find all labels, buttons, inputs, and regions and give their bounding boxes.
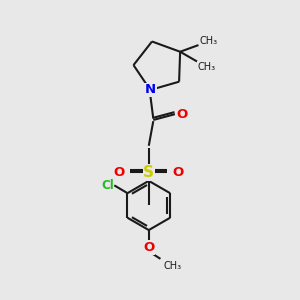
Text: O: O (172, 166, 184, 179)
Text: CH₃: CH₃ (199, 37, 218, 46)
Text: O: O (114, 166, 125, 179)
Text: S: S (143, 165, 154, 180)
Text: N: N (145, 83, 156, 97)
Text: O: O (176, 108, 187, 121)
Text: CH₃: CH₃ (197, 62, 215, 72)
Text: Cl: Cl (101, 179, 114, 192)
Text: CH₃: CH₃ (164, 261, 181, 271)
Text: O: O (143, 241, 154, 254)
